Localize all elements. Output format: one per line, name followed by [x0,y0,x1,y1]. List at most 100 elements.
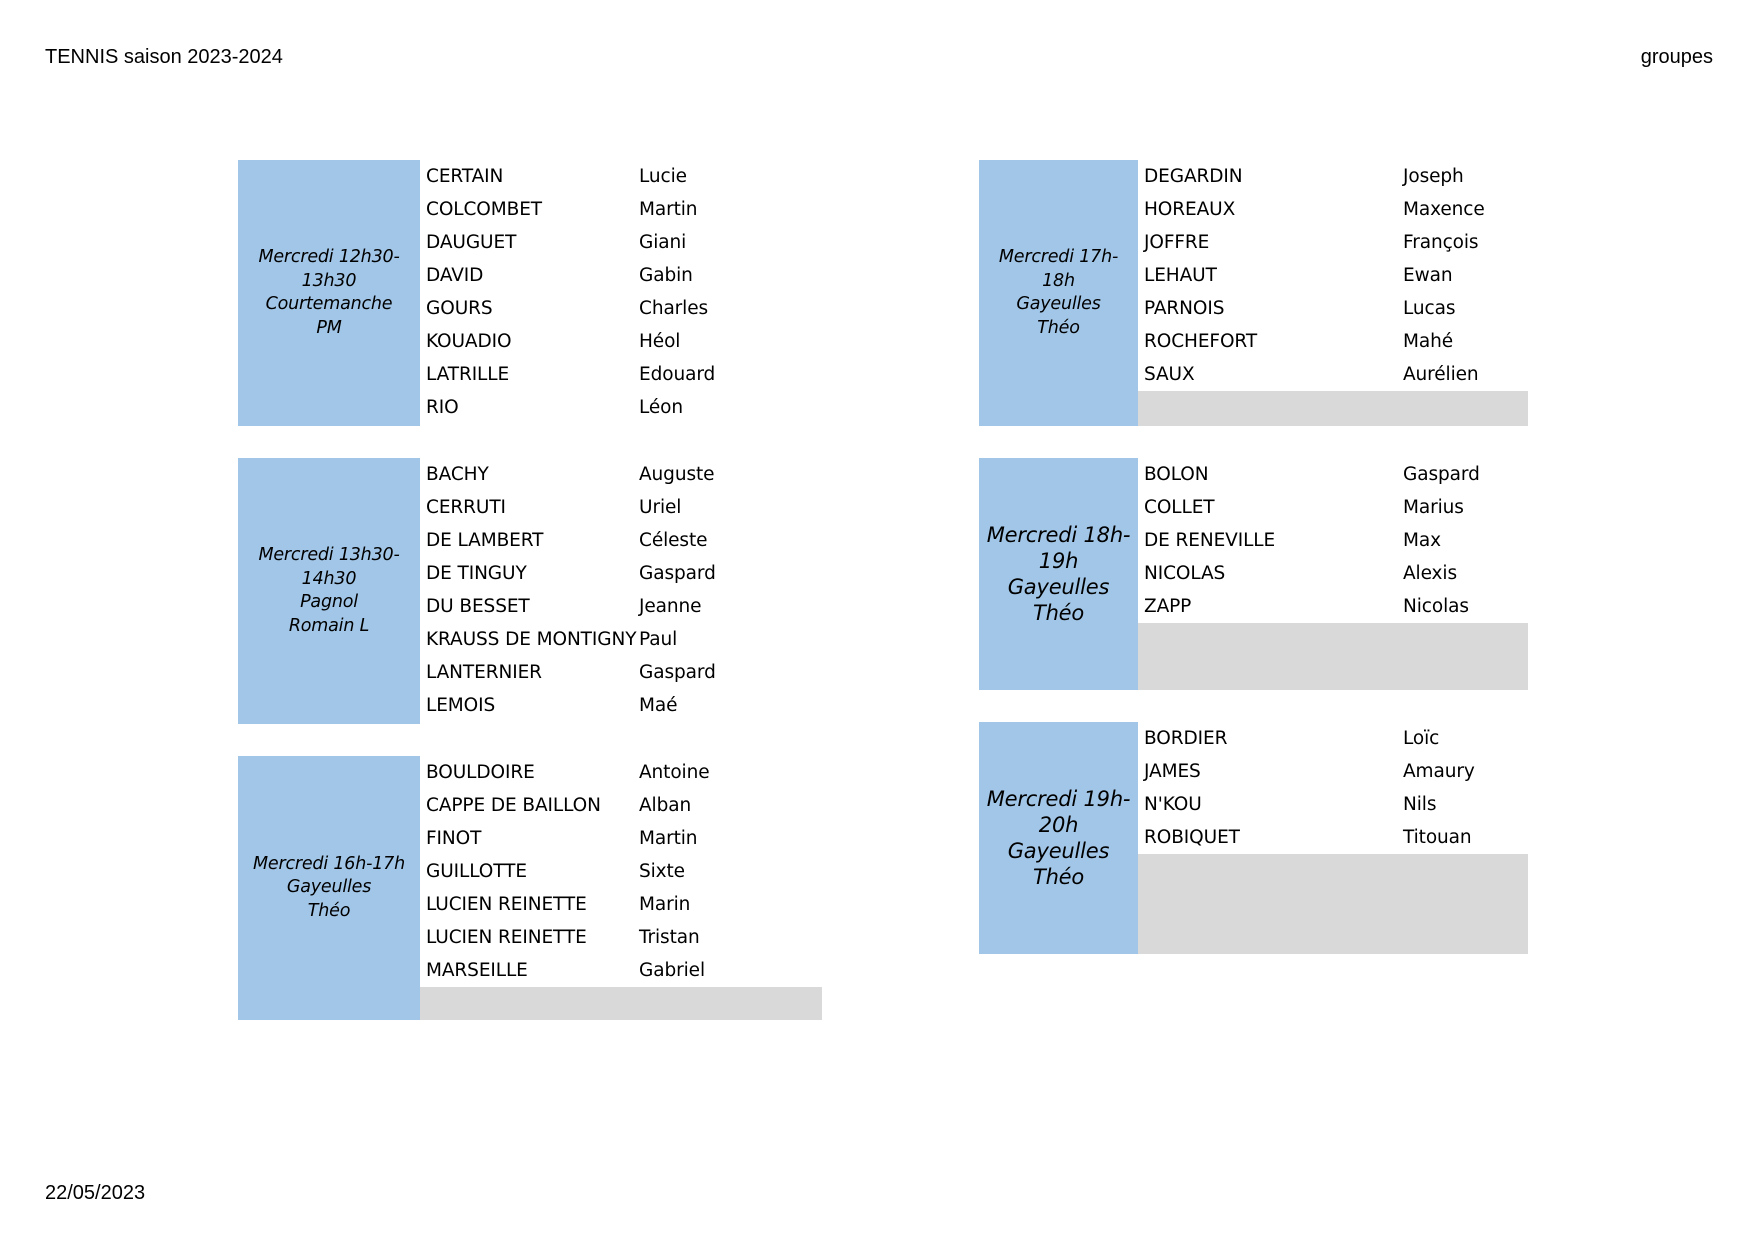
group-block: Mercredi 16h-17h Gayeulles Théo BOULDOIR… [238,756,822,1020]
first-name: Marin [639,894,691,915]
first-name: Charles [639,298,709,319]
last-name: LEHAUT [1144,265,1217,286]
player-row: GUILLOTTE Sixte [420,855,822,888]
player-row: PARNOIS Lucas [1138,292,1528,325]
player-row: JOFFRE François [1138,226,1528,259]
slot-line: Mercredi 19h- [986,787,1131,811]
page-subtitle: groupes [1640,46,1713,68]
page-title: TENNIS saison 2023-2024 [45,46,283,68]
player-row: KOUADIO Héol [420,325,822,358]
player-row: LATRILLE Edouard [420,358,822,391]
first-name: Martin [639,199,698,220]
slot-label: Mercredi 17h- 18h Gayeulles Théo [979,160,1138,426]
group-block: Mercredi 17h- 18h Gayeulles Théo DEGARDI… [979,160,1528,426]
player-row: RIO Léon [420,391,822,424]
first-name: Gabin [639,265,693,286]
slot-line: 18h [1042,270,1075,291]
last-name: SAUX [1144,364,1195,385]
player-row: LEMOIS Maé [420,689,822,722]
slot-label: Mercredi 16h-17h Gayeulles Théo [238,756,420,1020]
last-name: NICOLAS [1144,563,1226,584]
first-name: Gaspard [1403,464,1480,485]
last-name: MARSEILLE [426,960,528,981]
first-name: Aurélien [1403,364,1479,385]
last-name: COLCOMBET [426,199,543,220]
player-row: GOURS Charles [420,292,822,325]
last-name: LUCIEN REINETTE [426,927,587,948]
player-row: DU BESSET Jeanne [420,590,822,623]
last-name: KRAUSS DE MONTIGNY [426,629,637,650]
player-row: DAUGUET Giani [420,226,822,259]
slot-line: Gayeulles [1007,575,1110,599]
slot-line: 19h [1038,549,1079,573]
player-row: JAMES Amaury [1138,755,1528,788]
slot-line: Théo [1032,601,1085,625]
empty-row-filler [1138,623,1528,690]
first-name: Auguste [639,464,715,485]
last-name: PARNOIS [1144,298,1225,319]
first-name: Gaspard [639,563,716,584]
group-block: Mercredi 13h30- 14h30 Pagnol Romain L BA… [238,458,822,724]
first-name: Maxence [1403,199,1485,220]
slot-line: PM [316,317,342,338]
first-name: Lucas [1403,298,1456,319]
last-name: LEMOIS [426,695,496,716]
last-name: BORDIER [1144,728,1228,749]
first-name: Joseph [1403,166,1464,187]
first-name: Nicolas [1403,596,1469,617]
last-name: BACHY [426,464,489,485]
first-name: Titouan [1403,827,1472,848]
group-block: Mercredi 19h- 20h Gayeulles Théo BORDIER… [979,722,1528,954]
first-name: Martin [639,828,698,849]
player-row: BOULDOIRE Antoine [420,756,822,789]
slot-line: 14h30 [301,568,357,589]
first-name: Alexis [1403,563,1457,584]
slot-line: Mercredi 12h30- [258,247,400,267]
slot-line: Gayeulles [286,877,372,898]
first-name: Jeanne [639,596,702,617]
first-name: Giani [639,232,687,253]
slot-label: Mercredi 12h30- 13h30 Courtemanche PM [238,160,420,426]
slot-line: Théo [1032,865,1085,889]
last-name: KOUADIO [426,331,512,352]
first-name: Céleste [639,530,708,551]
player-row: LEHAUT Ewan [1138,259,1528,292]
first-name: Gaspard [639,662,716,683]
last-name: DU BESSET [426,596,530,617]
last-name: CERTAIN [426,166,504,187]
last-name: LANTERNIER [426,662,542,683]
slot-line: Courtemanche [265,294,393,314]
first-name: Nils [1403,794,1437,815]
player-row: N'KOU Nils [1138,788,1528,821]
player-row: SAUX Aurélien [1138,358,1528,391]
group-block: Mercredi 18h- 19h Gayeulles Théo BOLON Ga… [979,458,1528,690]
last-name: CAPPE DE BAILLON [426,795,601,816]
player-row: DE LAMBERT Céleste [420,524,822,557]
player-list: BOULDOIRE Antoine CAPPE DE BAILLON Alban F… [420,756,822,1020]
last-name: BOULDOIRE [426,762,535,783]
empty-row-filler [420,987,822,1020]
player-row: CERTAIN Lucie [420,160,822,193]
last-name: ROCHEFORT [1144,331,1258,352]
last-name: DE TINGUY [426,563,527,584]
slot-line: Pagnol [300,592,358,612]
player-row: LUCIEN REINETTE Marin [420,888,822,921]
first-name: Amaury [1403,761,1475,782]
last-name: DEGARDIN [1144,166,1243,187]
first-name: Gabriel [639,960,705,981]
player-row: LANTERNIER Gaspard [420,656,822,689]
player-row: CERRUTI Uriel [420,491,822,524]
player-row: FINOT Martin [420,822,822,855]
player-row: COLCOMBET Martin [420,193,822,226]
slot-line: Mercredi 18h- [986,523,1131,547]
player-row: ZAPP Nicolas [1138,590,1528,623]
slot-line: Gayeulles [1016,294,1101,314]
slot-line: Théo [307,900,351,921]
first-name: Antoine [639,762,710,783]
first-name: Marius [1403,497,1464,518]
player-row: BORDIER Loïc [1138,722,1528,755]
player-list: CERTAIN Lucie COLCOMBET Martin DAUGUET Gian… [420,160,822,426]
player-row: COLLET Marius [1138,491,1528,524]
last-name: DE RENEVILLE [1144,530,1276,551]
player-row: BOLON Gaspard [1138,458,1528,491]
